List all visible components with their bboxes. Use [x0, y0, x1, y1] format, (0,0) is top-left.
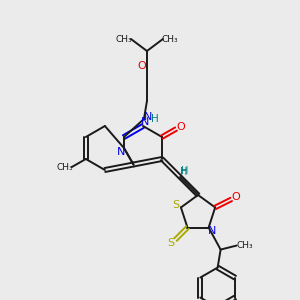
Text: O: O: [138, 61, 146, 71]
Text: CH₃: CH₃: [236, 241, 253, 250]
Text: O: O: [232, 192, 241, 203]
Text: H: H: [182, 166, 189, 176]
Text: CH₃: CH₃: [162, 34, 178, 43]
Text: S: S: [172, 200, 179, 210]
Text: N: N: [207, 226, 216, 236]
Text: S: S: [167, 238, 174, 248]
Text: CH₃: CH₃: [116, 34, 132, 43]
Text: N: N: [141, 117, 149, 127]
Text: O: O: [177, 122, 185, 132]
Text: N: N: [117, 147, 125, 157]
Text: H: H: [180, 167, 188, 177]
Text: CH₃: CH₃: [56, 164, 73, 172]
Text: N: N: [144, 112, 152, 122]
Text: H: H: [151, 114, 159, 124]
